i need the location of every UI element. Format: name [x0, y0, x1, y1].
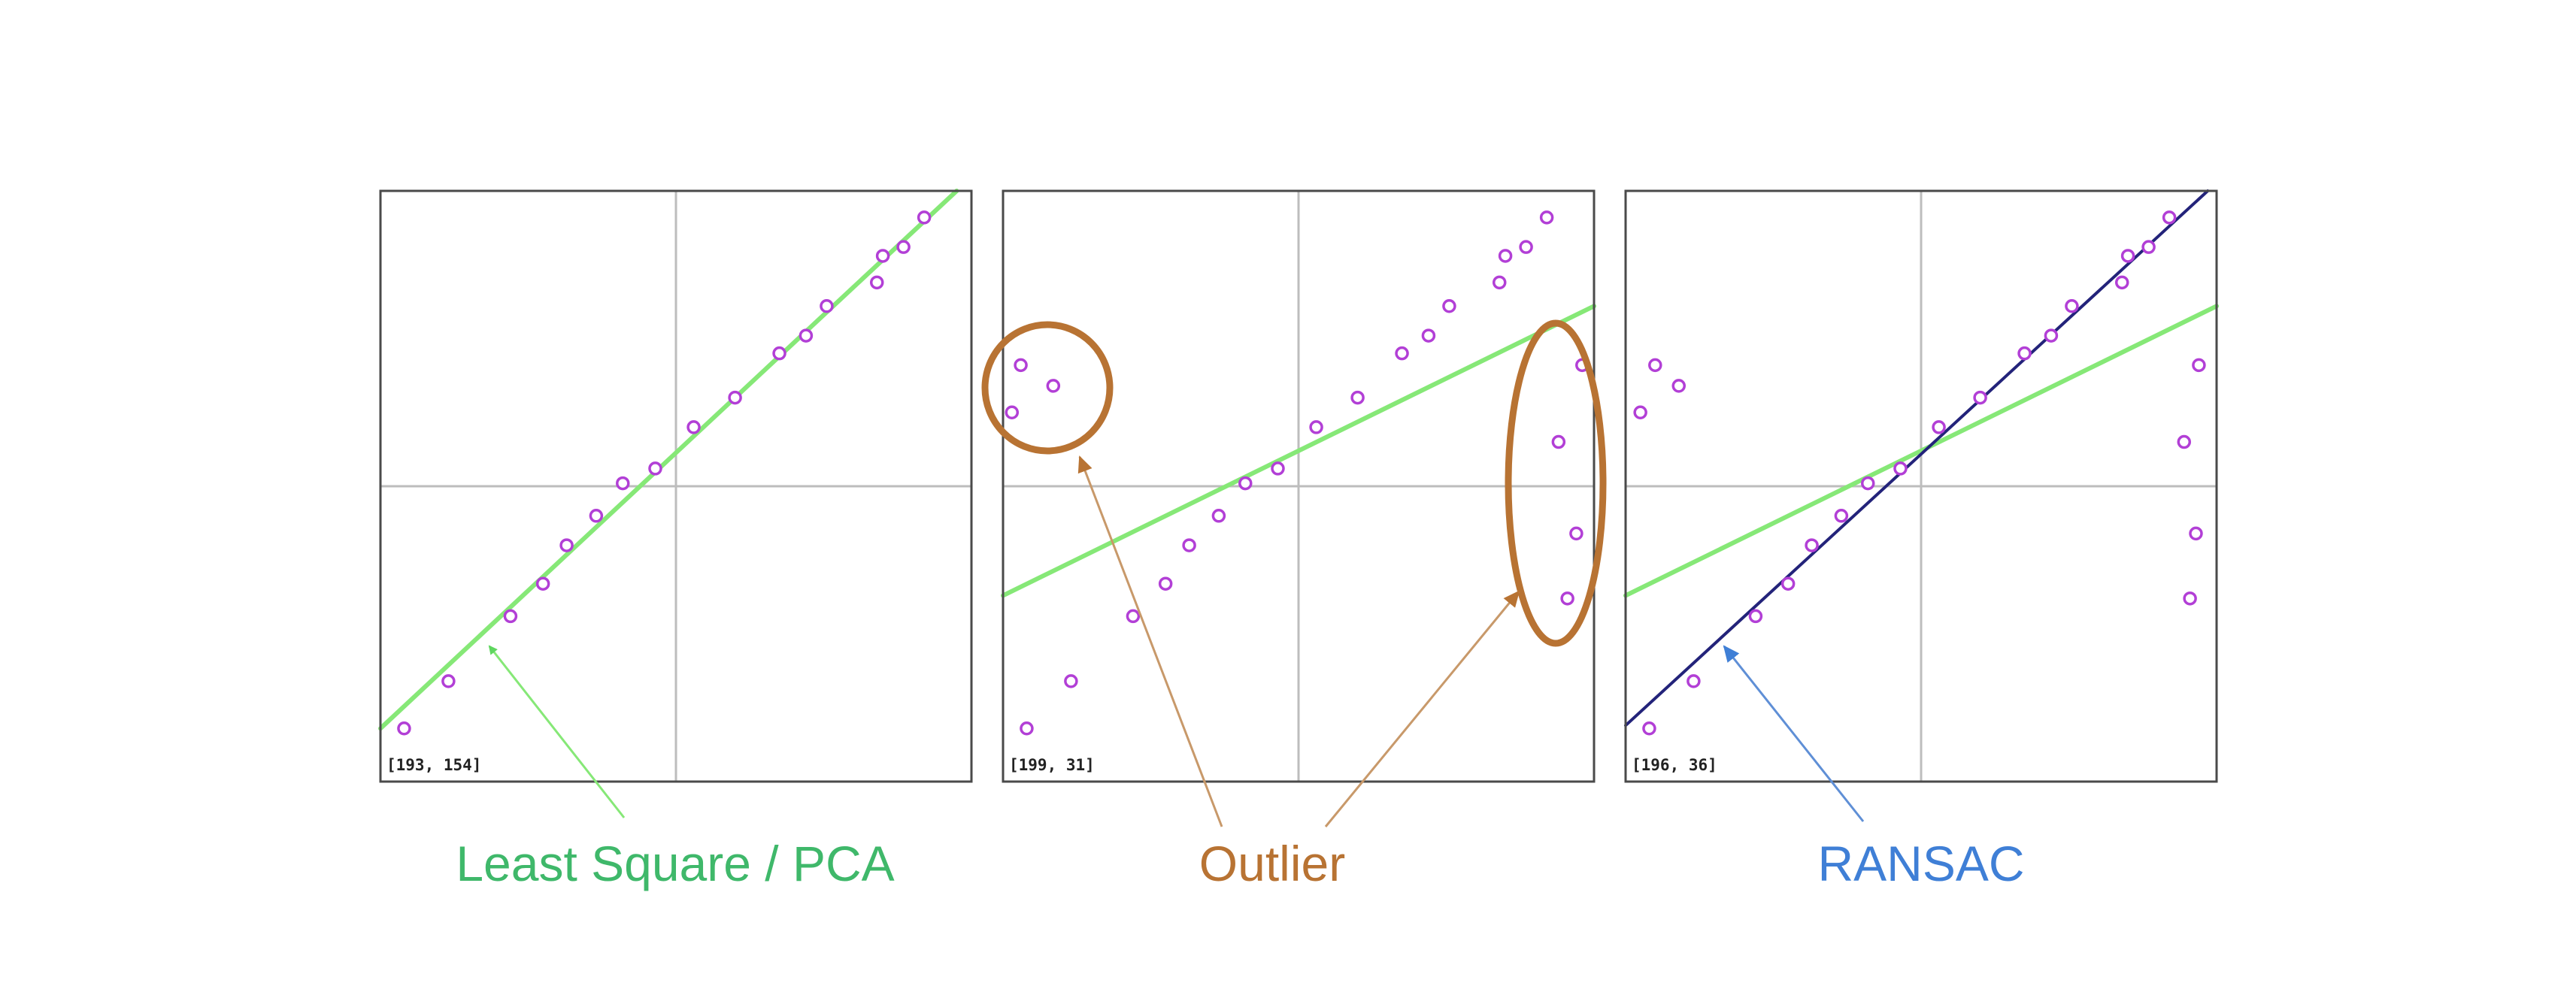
data-point [1238, 476, 1253, 491]
data-point [1211, 509, 1226, 523]
caption-outlier: Outlier [1199, 836, 1345, 891]
data-point [2065, 299, 2079, 313]
data-point [1421, 328, 1436, 343]
coordinate-readout: [193, 154] [386, 756, 481, 774]
data-point [2177, 434, 2192, 449]
data-point [772, 346, 786, 361]
data-point [728, 390, 742, 405]
data-point [799, 328, 814, 343]
least-square-line [1623, 304, 2219, 598]
data-point [1020, 721, 1034, 736]
data-point [1648, 358, 1662, 373]
data-point [616, 476, 630, 491]
least-square-arrow [488, 645, 626, 818]
data-point [2141, 240, 2156, 254]
data-points [1633, 210, 2206, 736]
data-point [1442, 299, 1456, 313]
caption-least-square: Least Square / PCA [456, 836, 894, 891]
fit-lines [1623, 189, 2219, 727]
data-point [1182, 538, 1196, 552]
coordinate-readout: [196, 36] [1632, 756, 1717, 774]
data-point [1005, 405, 1020, 419]
data-point [1633, 405, 1647, 419]
data-point [2192, 358, 2206, 373]
data-point [1748, 609, 1763, 624]
data-point [1158, 576, 1173, 591]
data-point [1569, 526, 1583, 541]
panel-least-square: [193, 154] [378, 189, 973, 783]
data-point [1671, 379, 1686, 393]
data-point [820, 299, 834, 313]
panel-outlier: [199, 31] [981, 189, 1607, 783]
data-point [2183, 591, 2197, 606]
data-point [1271, 461, 1285, 476]
data-point [1893, 461, 1908, 476]
data-point [1780, 576, 1796, 591]
data-point [1064, 674, 1078, 688]
fit-lines [378, 189, 959, 731]
ransac-arrow [1723, 645, 1865, 822]
data-point [2189, 526, 2203, 541]
outlier-highlight-left [981, 321, 1114, 455]
data-point [1395, 346, 1409, 361]
data-point [1539, 210, 1554, 225]
panel-ransac: [196, 36] [1623, 189, 2219, 783]
ransac-line [1624, 189, 2210, 727]
data-point [1350, 390, 1365, 405]
data-point [2044, 328, 2059, 343]
outlier-highlight-right [1505, 319, 1607, 647]
data-point [869, 275, 884, 290]
data-point [1492, 275, 1507, 290]
data-point [1014, 358, 1028, 373]
data-point [1560, 591, 1574, 606]
data-point [397, 721, 411, 736]
plot-frame [379, 189, 973, 783]
data-point [589, 509, 604, 523]
data-point [2162, 210, 2177, 225]
fit-lines [1001, 304, 1596, 598]
data-point [1519, 240, 1533, 254]
data-point [648, 461, 662, 476]
data-point [1687, 674, 1701, 688]
plot-frame [1624, 189, 2218, 783]
data-point [875, 249, 890, 263]
data-point [1642, 721, 1656, 736]
plot-frame [1002, 189, 1596, 783]
least-square-line [1001, 304, 1596, 598]
data-point [2017, 346, 2032, 361]
data-point [1309, 420, 1323, 434]
data-point [2114, 275, 2129, 290]
data-point [559, 538, 574, 552]
data-point [1551, 434, 1566, 449]
data-point [1861, 476, 1875, 491]
data-point [1126, 609, 1141, 624]
data-points [397, 210, 932, 736]
data-point [686, 420, 701, 434]
data-point [2120, 249, 2135, 263]
data-point [503, 609, 518, 624]
data-point [1834, 509, 1849, 523]
data-point [1932, 420, 1946, 434]
data-point [896, 240, 911, 254]
coordinate-readout: [199, 31] [1009, 756, 1095, 774]
data-point [441, 674, 456, 688]
data-point [535, 576, 550, 591]
data-point [917, 210, 932, 225]
data-points [1005, 210, 1590, 736]
data-point [1498, 249, 1513, 263]
outlier-arrow-left [1077, 455, 1223, 827]
data-point [1973, 390, 1987, 405]
data-point [1046, 379, 1061, 393]
caption-ransac: RANSAC [1817, 836, 2024, 891]
outlier-arrow-right [1324, 590, 1520, 827]
data-point [1805, 538, 1819, 552]
least-square-line [378, 189, 959, 731]
